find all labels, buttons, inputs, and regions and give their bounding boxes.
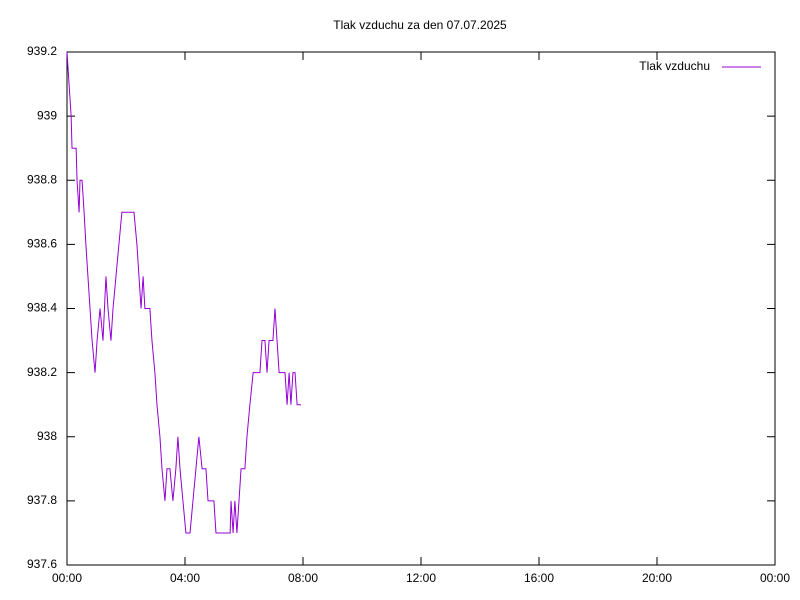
y-tick-label: 938.2 xyxy=(27,365,57,379)
y-tick-label: 939.2 xyxy=(27,44,57,58)
y-tick-label: 938.6 xyxy=(27,237,57,251)
y-tick-label: 938 xyxy=(37,429,57,443)
y-tick-label: 937.6 xyxy=(27,557,57,571)
data-line xyxy=(66,51,301,534)
chart-title: Tlak vzduchu za den 07.07.2025 xyxy=(333,18,507,32)
x-tick-label: 08:00 xyxy=(288,571,318,585)
x-tick-label: 00:00 xyxy=(52,571,82,585)
x-tick-label: 20:00 xyxy=(642,571,672,585)
x-tick-label: 12:00 xyxy=(406,571,436,585)
y-tick-label: 938.4 xyxy=(27,301,57,315)
x-tick-label: 04:00 xyxy=(170,571,200,585)
y-tick-label: 939 xyxy=(37,108,57,122)
x-tick-label: 00:00 xyxy=(760,571,790,585)
x-tick-label: 16:00 xyxy=(524,571,554,585)
y-tick-label: 938.8 xyxy=(27,172,57,186)
legend-label: Tlak vzduchu xyxy=(639,59,710,73)
y-tick-label: 937.8 xyxy=(27,493,57,507)
